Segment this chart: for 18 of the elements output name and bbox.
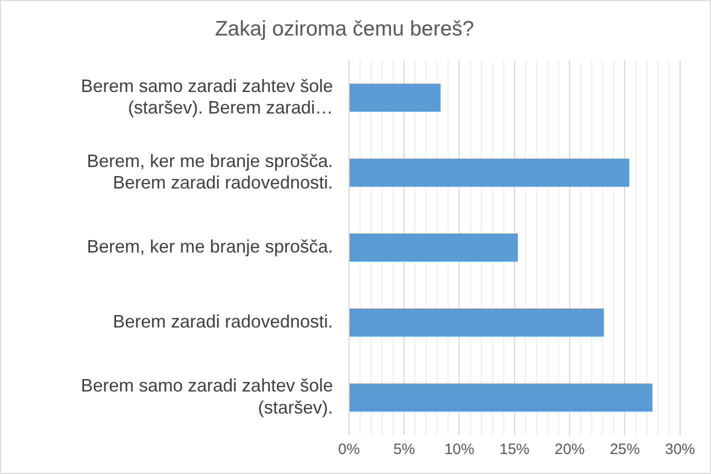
x-tick-label: 15% xyxy=(499,441,530,458)
y-tick-label: Berem samo zaradi zahtev šole (staršev). xyxy=(80,376,333,418)
bar xyxy=(350,158,630,187)
y-tick-label: Berem samo zaradi zahtev šole (staršev). Berem zaradi… xyxy=(80,76,333,118)
x-tick-label: 30% xyxy=(664,441,696,458)
x-tick-label: 5% xyxy=(393,441,416,458)
y-tick-label: Berem, ker me branje sprošča. xyxy=(86,236,333,257)
y-tick-label: Berem, ker me branje sprošča. Berem zaradi radovednosti. xyxy=(86,150,333,192)
x-tick-label: 0% xyxy=(338,441,360,458)
x-tick-label: 10% xyxy=(444,441,474,458)
y-tick-label: Berem zaradi radovednosti. xyxy=(112,312,333,332)
bar xyxy=(350,84,441,112)
x-tick-label: 25% xyxy=(610,441,640,458)
bar xyxy=(350,308,604,337)
bar xyxy=(350,234,518,262)
bar xyxy=(350,383,652,412)
x-tick-label: 20% xyxy=(554,441,585,458)
chart-title: Zakaj oziroma čemu bereš? xyxy=(214,17,474,40)
